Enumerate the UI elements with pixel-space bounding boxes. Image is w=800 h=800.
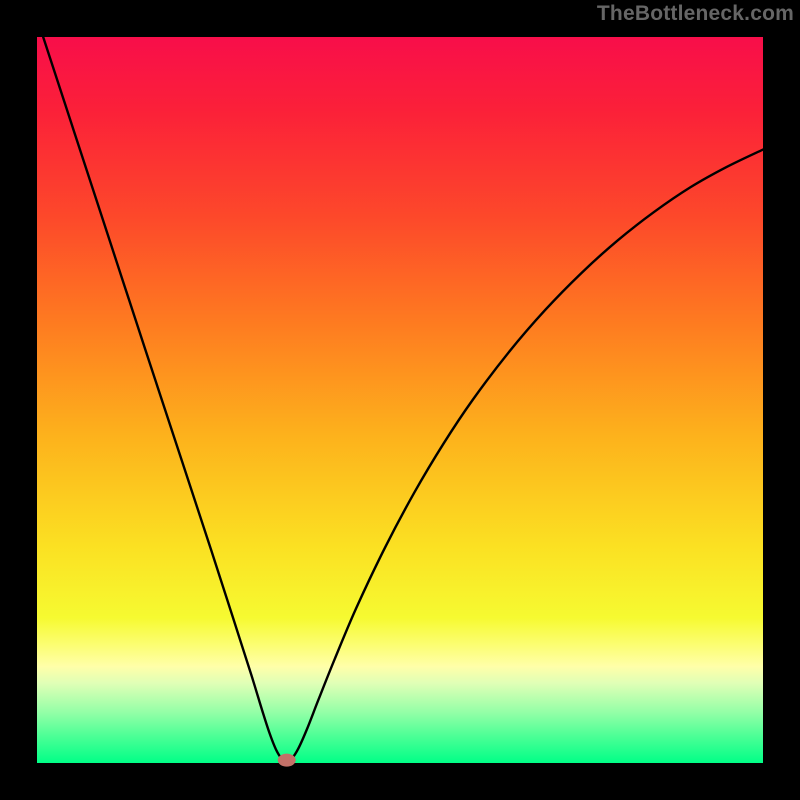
minimum-marker xyxy=(278,754,296,767)
gradient-plot-area xyxy=(37,37,763,763)
chart-container: TheBottleneck.com xyxy=(0,0,800,800)
watermark-text: TheBottleneck.com xyxy=(597,2,794,26)
bottleneck-curve-chart xyxy=(0,0,800,800)
